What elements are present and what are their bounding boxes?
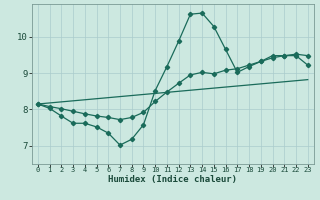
X-axis label: Humidex (Indice chaleur): Humidex (Indice chaleur) [108, 175, 237, 184]
